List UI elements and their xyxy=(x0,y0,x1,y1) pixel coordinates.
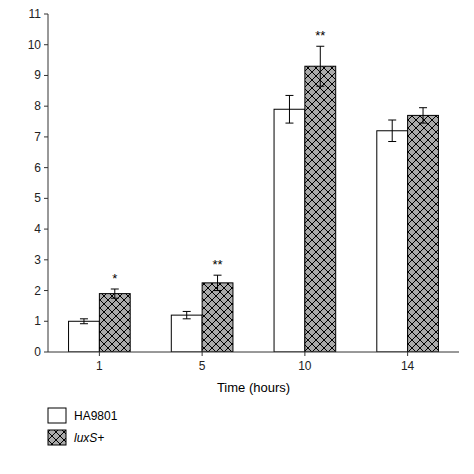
y-tick-label: 7 xyxy=(34,130,41,144)
y-tick-label: 10 xyxy=(28,38,42,52)
error-bar xyxy=(419,108,427,123)
error-bar xyxy=(316,46,324,86)
y-tick-label: 9 xyxy=(34,68,41,82)
y-tick xyxy=(44,229,48,230)
y-tick xyxy=(44,106,48,107)
y-tick xyxy=(44,136,48,137)
y-tick-label: 0 xyxy=(34,345,41,359)
x-tick-label: 5 xyxy=(199,359,206,373)
error-bar xyxy=(183,311,191,318)
bar xyxy=(69,321,100,352)
y-tick-label: 8 xyxy=(34,99,41,113)
bar xyxy=(305,66,336,352)
x-tick-label: 10 xyxy=(298,359,312,373)
chart-container: *****01234567891011151014Time (hours)HA9… xyxy=(0,0,474,474)
legend-swatch xyxy=(48,430,66,445)
y-tick xyxy=(44,14,48,15)
bar xyxy=(202,283,233,352)
x-tick-label: 14 xyxy=(401,359,415,373)
x-axis xyxy=(48,352,459,353)
x-tick-label: 1 xyxy=(96,359,103,373)
y-tick-label: 1 xyxy=(34,314,41,328)
error-bar xyxy=(214,275,222,290)
plot-area xyxy=(69,46,439,352)
legend-label: HA9801 xyxy=(74,409,118,423)
y-tick xyxy=(44,44,48,45)
chart: *****01234567891011151014Time (hours)HA9… xyxy=(0,0,474,474)
bar xyxy=(99,294,130,352)
x-tick xyxy=(304,352,305,356)
y-tick-label: 3 xyxy=(34,253,41,267)
error-bar xyxy=(80,319,88,324)
y-tick xyxy=(44,352,48,353)
y-tick xyxy=(44,290,48,291)
significance-label: ** xyxy=(212,257,222,272)
bar xyxy=(171,315,202,352)
y-tick xyxy=(44,167,48,168)
significance-label: * xyxy=(112,271,117,286)
error-bar xyxy=(388,120,396,142)
significance-label: ** xyxy=(315,28,325,43)
y-tick xyxy=(44,75,48,76)
bar xyxy=(274,109,305,352)
y-axis xyxy=(48,14,49,352)
bar xyxy=(377,131,408,352)
y-tick-label: 2 xyxy=(34,284,41,298)
legend-label: luxS+ xyxy=(74,431,104,445)
error-bar xyxy=(111,289,119,298)
y-tick-label: 4 xyxy=(34,222,41,236)
error-bar xyxy=(285,95,293,123)
y-tick xyxy=(44,259,48,260)
y-tick xyxy=(44,321,48,322)
x-tick xyxy=(407,352,408,356)
legend-swatch xyxy=(48,408,66,423)
bar xyxy=(408,115,439,352)
y-tick-label: 6 xyxy=(34,161,41,175)
x-tick xyxy=(202,352,203,356)
x-tick xyxy=(99,352,100,356)
x-axis-label: Time (hours) xyxy=(217,380,290,395)
y-tick-label: 5 xyxy=(34,191,41,205)
y-tick-label: 11 xyxy=(29,7,42,21)
y-tick xyxy=(44,198,48,199)
